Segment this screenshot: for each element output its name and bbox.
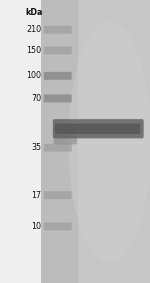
FancyBboxPatch shape [44,46,72,54]
Ellipse shape [68,21,150,262]
Text: 150: 150 [26,46,41,55]
Text: 210: 210 [26,25,41,34]
FancyBboxPatch shape [44,26,72,34]
FancyBboxPatch shape [53,119,144,138]
FancyBboxPatch shape [55,124,140,134]
Text: 35: 35 [31,143,41,152]
FancyBboxPatch shape [44,95,72,102]
FancyBboxPatch shape [44,222,72,230]
Text: 10: 10 [31,222,41,231]
Text: kDa: kDa [25,8,42,17]
Bar [40,0,78,283]
FancyBboxPatch shape [44,144,72,152]
Bar [78,0,150,283]
FancyBboxPatch shape [44,191,72,199]
Text: 100: 100 [26,71,41,80]
Text: 17: 17 [31,191,41,200]
Bar [0,0,40,283]
Text: 70: 70 [31,94,41,103]
FancyBboxPatch shape [44,72,72,80]
FancyBboxPatch shape [54,135,77,144]
